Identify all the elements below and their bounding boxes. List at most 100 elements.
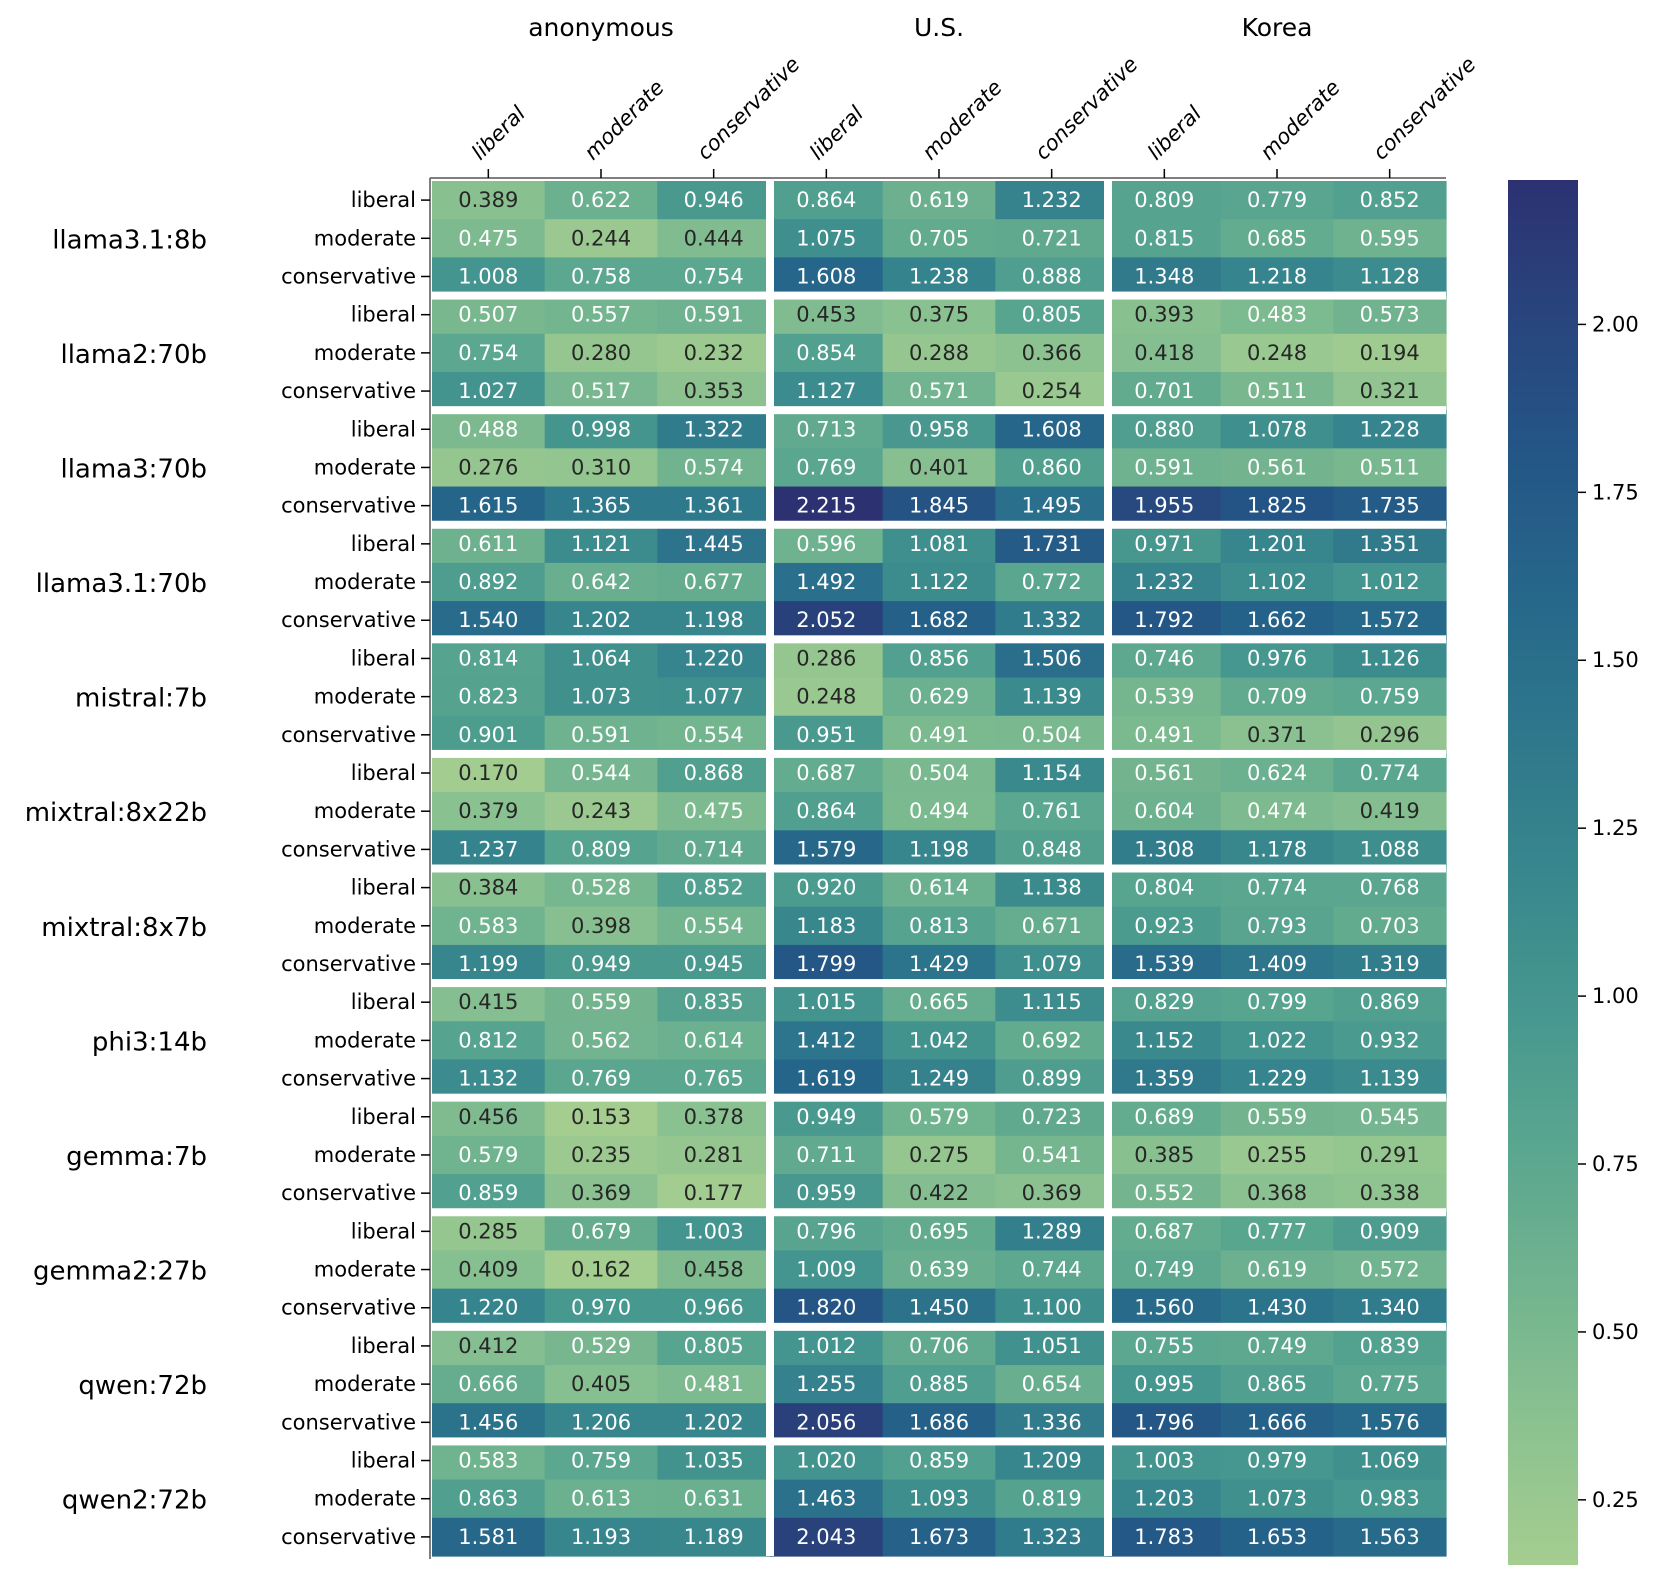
- heatmap-cell: [882, 1250, 996, 1290]
- cell-value-label: 0.385: [1134, 1143, 1194, 1167]
- cell-value-label: 0.371: [1247, 723, 1307, 747]
- cell-value-label: 0.453: [796, 303, 856, 327]
- cell-value-label: 0.595: [1360, 226, 1420, 250]
- heatmap-cell: [1220, 1441, 1334, 1481]
- cell-value-label: 1.220: [684, 646, 744, 670]
- heatmap-cell: [544, 181, 658, 220]
- cell-value-label: 1.012: [1360, 570, 1420, 594]
- heatmap-cell: [657, 1135, 771, 1175]
- heatmap-cell: [995, 181, 1109, 220]
- cell-value-label: 1.081: [909, 532, 969, 556]
- cell-value-label: 0.232: [684, 341, 744, 365]
- heatmap-cell: [432, 753, 546, 793]
- heatmap-cell: [995, 1326, 1109, 1366]
- cell-value-label: 0.401: [909, 455, 969, 479]
- cell-value-label: 1.820: [796, 1296, 856, 1320]
- heatmap-cell: [1108, 1479, 1222, 1519]
- heatmap-cell: [882, 448, 996, 488]
- cell-value-label: 0.481: [684, 1372, 744, 1396]
- row-label: liberal: [351, 1449, 416, 1473]
- heatmap-cell: [544, 792, 658, 831]
- cell-value-label: 0.799: [1247, 990, 1307, 1014]
- heatmap-cell: [882, 601, 996, 640]
- heatmap-cell: [1220, 1097, 1334, 1137]
- heatmap-cell: [657, 753, 771, 793]
- cell-value-label: 0.244: [571, 226, 631, 250]
- heatmap-cell: [995, 219, 1109, 258]
- heatmap-cell: [770, 1288, 884, 1328]
- heatmap-cell: [432, 371, 546, 411]
- cell-value-label: 0.475: [684, 799, 744, 823]
- heatmap-cell: [1108, 1250, 1222, 1290]
- cell-value-label: 1.619: [796, 1067, 856, 1091]
- heatmap-cell: [432, 906, 546, 946]
- heatmap-cell: [882, 1212, 996, 1252]
- cell-value-label: 0.744: [1022, 1258, 1082, 1282]
- cell-value-label: 0.591: [1134, 455, 1194, 479]
- column-label: liberal: [1143, 101, 1206, 164]
- heatmap-cell: [770, 830, 884, 870]
- colorbar-tick-label: 2.00: [1592, 312, 1639, 336]
- cell-value-label: 0.591: [684, 303, 744, 327]
- row-label: conservative: [281, 608, 416, 632]
- cell-value-label: 0.579: [458, 1143, 518, 1167]
- heatmap-cell: [432, 1250, 546, 1290]
- cell-value-label: 0.398: [571, 914, 631, 938]
- heatmap-cell: [657, 1212, 771, 1252]
- heatmap-cell: [1220, 333, 1334, 373]
- colorbar-tick-label: 1.00: [1592, 984, 1639, 1008]
- heatmap-cell: [1333, 257, 1447, 297]
- cell-value-label: 0.235: [571, 1143, 631, 1167]
- row-group-label: gemma:7b: [66, 1142, 207, 1172]
- heatmap-cell: [544, 1517, 658, 1557]
- cell-value-label: 1.359: [1134, 1067, 1194, 1091]
- heatmap-cell: [1220, 1021, 1334, 1061]
- heatmap-cell: [1333, 639, 1447, 679]
- cell-value-label: 0.559: [571, 990, 631, 1014]
- cell-value-label: 0.243: [571, 799, 631, 823]
- heatmap-cell: [432, 257, 546, 297]
- heatmap-cell: [432, 562, 546, 602]
- heatmap-cell: [1220, 219, 1334, 258]
- cell-value-label: 0.296: [1360, 723, 1420, 747]
- row-label: moderate: [314, 1372, 416, 1396]
- heatmap-cell: [1333, 1403, 1447, 1443]
- row-label: liberal: [351, 532, 416, 556]
- cell-value-label: 1.152: [1134, 1028, 1194, 1052]
- cell-value-label: 0.665: [909, 990, 969, 1014]
- row-label: moderate: [314, 570, 416, 594]
- cell-value-label: 1.249: [909, 1067, 969, 1091]
- heatmap-cell: [882, 1288, 996, 1328]
- row-group-separator: [432, 1093, 1446, 1102]
- heatmap-cell: [770, 1174, 884, 1213]
- heatmap-cell: [657, 906, 771, 946]
- heatmap-cell: [432, 1479, 546, 1519]
- heatmap-cell: [995, 1174, 1109, 1213]
- heatmap-cell: [1108, 830, 1222, 870]
- cell-value-label: 1.289: [1022, 1219, 1082, 1243]
- row-label: conservative: [281, 379, 416, 403]
- cell-value-label: 0.765: [684, 1067, 744, 1091]
- heatmap-cell: [995, 1212, 1109, 1252]
- cell-value-label: 1.102: [1247, 570, 1307, 594]
- heatmap-cell: [1333, 1517, 1447, 1557]
- column-label: liberal: [805, 101, 868, 164]
- heatmap-cell: [657, 792, 771, 831]
- heatmap-cell: [1333, 715, 1447, 755]
- heatmap-cell: [770, 792, 884, 831]
- column-label: moderate: [918, 75, 1007, 164]
- row-label: conservative: [281, 1067, 416, 1091]
- heatmap-cell: [1333, 295, 1447, 335]
- heatmap-cell: [770, 1479, 884, 1519]
- cell-value-label: 0.583: [458, 914, 518, 938]
- heatmap-cell: [882, 792, 996, 831]
- cell-value-label: 0.353: [684, 379, 744, 403]
- cell-value-label: 1.686: [909, 1410, 969, 1434]
- heatmap-cell: [1108, 1288, 1222, 1328]
- heatmap-cell: [882, 944, 996, 984]
- column-label: liberal: [467, 101, 530, 164]
- heatmap-cell: [770, 486, 884, 526]
- cell-value-label: 1.450: [909, 1296, 969, 1320]
- heatmap-cell: [432, 792, 546, 831]
- heatmap-cell: [770, 1365, 884, 1404]
